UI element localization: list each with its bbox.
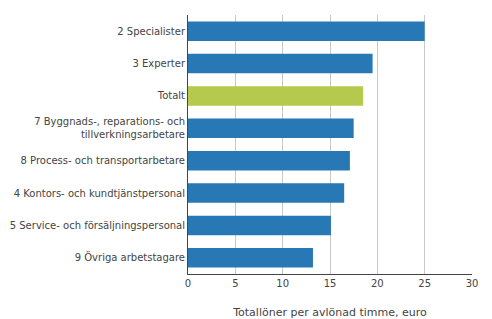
svg-text:9 Övriga arbetstagare: 9 Övriga arbetstagare: [75, 251, 185, 263]
svg-text:Totallöner per avlönad timme,: Totallöner per avlönad timme, euro: [232, 306, 427, 319]
svg-text:0: 0: [185, 278, 191, 289]
svg-text:5: 5: [232, 278, 238, 289]
svg-text:20: 20: [371, 278, 384, 289]
svg-text:2 Specialister: 2 Specialister: [117, 26, 186, 37]
svg-text:8 Process- och transportarbeta: 8 Process- och transportarbetare: [21, 155, 185, 166]
svg-text:30: 30: [466, 278, 479, 289]
svg-text:15: 15: [324, 278, 337, 289]
svg-text:7 Byggnads-, reparations- ocht: 7 Byggnads-, reparations- ochtillverknin…: [34, 116, 185, 140]
svg-text:25: 25: [418, 278, 431, 289]
svg-text:Totalt: Totalt: [157, 90, 185, 101]
svg-text:3 Experter: 3 Experter: [132, 58, 185, 69]
svg-text:10: 10: [276, 278, 289, 289]
svg-text:4 Kontors- och kundtjänstperso: 4 Kontors- och kundtjänstpersonal: [14, 188, 185, 199]
svg-text:5 Service- och försäljningsper: 5 Service- och försäljningspersonal: [10, 220, 185, 231]
